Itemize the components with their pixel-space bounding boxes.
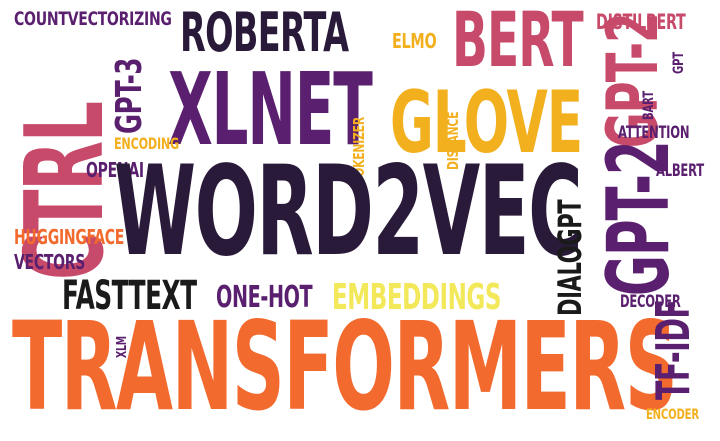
- word-albert: ALBERT: [656, 161, 704, 181]
- word-embeddings: EMBEDDINGS: [332, 277, 501, 318]
- word-gpt: GPT: [671, 52, 687, 74]
- word-glove: GLOVE: [390, 73, 583, 173]
- word-bart: BART: [641, 91, 657, 120]
- word-fasttext: FASTTEXT: [62, 273, 197, 319]
- word-elmo: ELMO: [392, 29, 437, 53]
- word-one-hot: ONE-HOT: [216, 280, 313, 315]
- word-countvectorizing: COUNTVECTORIZING: [14, 8, 172, 30]
- word-gpt-3: GPT-3: [109, 58, 150, 134]
- word-roberta: ROBERTA: [180, 1, 349, 64]
- word-huggingface: HUGGINGFACE: [14, 225, 125, 249]
- word-distilbert: DISTILBERT: [596, 10, 686, 34]
- word-tf-idf: TF-IDF: [646, 299, 700, 400]
- word-encoder: ENCODER: [646, 407, 699, 423]
- word-bert: BERT: [452, 0, 584, 84]
- word-openai: OPENAI: [86, 158, 144, 182]
- word-gpt-2-right: GPT-2: [589, 141, 689, 296]
- word-word2vec: WORD2VEC: [114, 140, 583, 284]
- word-attention: ATTENTION: [618, 123, 690, 143]
- word-xlnet: XLNET: [168, 51, 373, 168]
- word-decoder: DECODER: [620, 292, 681, 312]
- word-vectors: VECTORS: [14, 250, 86, 274]
- word-transformers: TRANSFORMERS: [12, 296, 678, 438]
- word-encoding: ENCODING: [114, 134, 180, 153]
